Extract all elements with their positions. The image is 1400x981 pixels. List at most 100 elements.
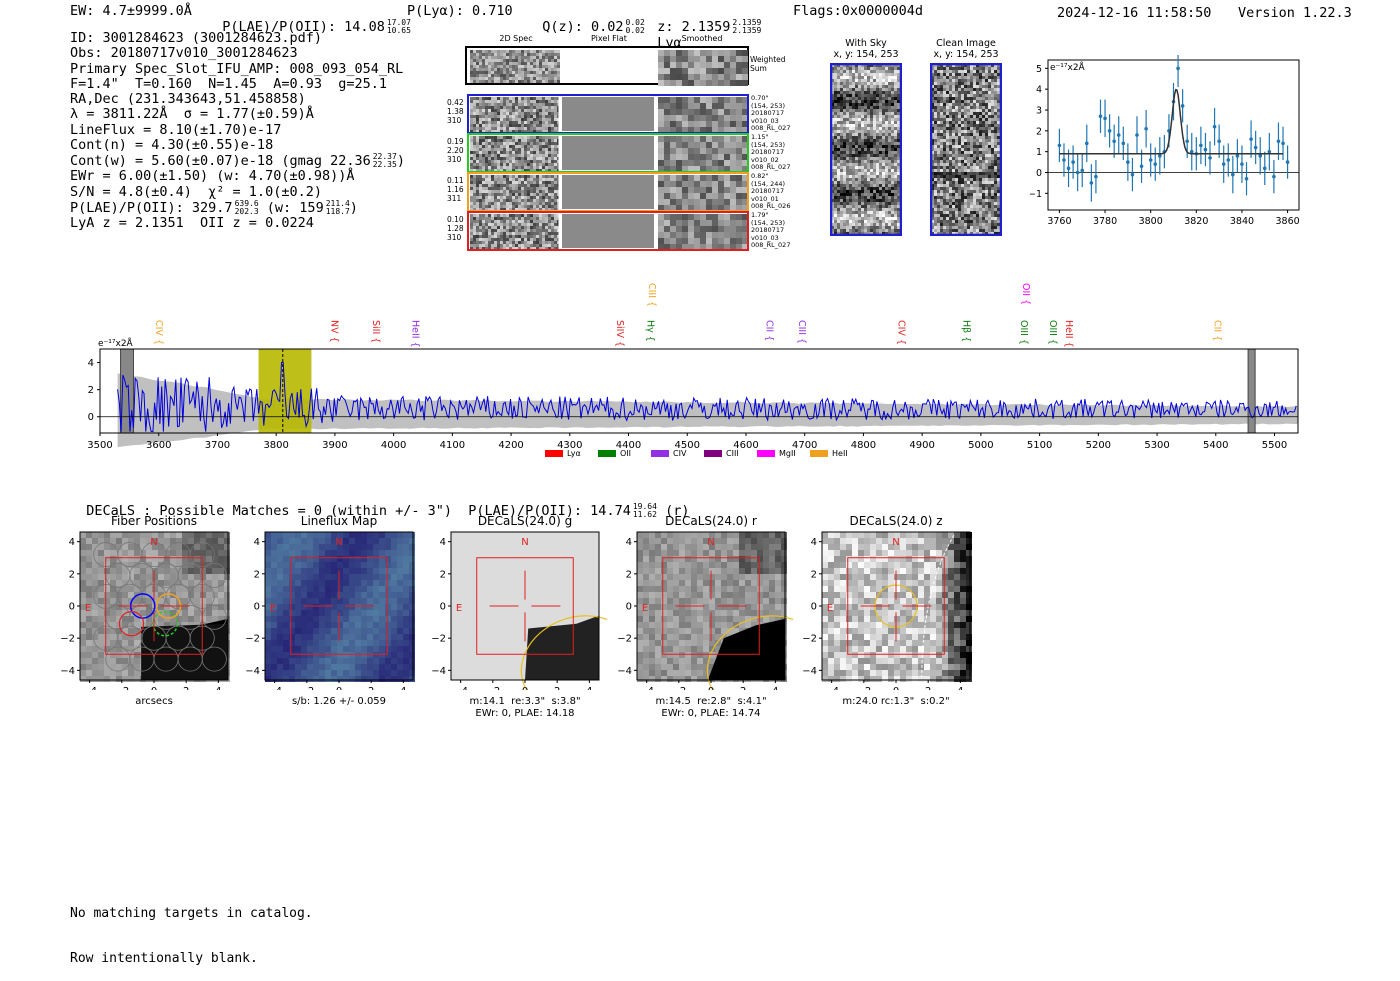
spectrum-x-tick: 3900 <box>322 440 347 451</box>
zoom-data-point <box>1226 158 1230 162</box>
clean-image-xy: x, y: 154, 253 <box>925 49 1007 60</box>
north-label: N <box>521 537 528 548</box>
header-flags: Flags:0x0000004d <box>793 3 923 19</box>
zoom-data-point <box>1176 67 1180 71</box>
north-label: N <box>150 537 157 548</box>
panel-y-tick: −4 <box>802 666 817 677</box>
spectrum-x-tick: 5000 <box>968 440 993 451</box>
info-id: ID: 3001284623 (3001284623.pdf) <box>70 31 405 46</box>
spectrum-x-tick: 3600 <box>146 440 171 451</box>
line-marker-cii: CII { <box>1212 320 1223 341</box>
panel-y-tick: −2 <box>802 634 817 645</box>
zoom-y-tick: 1 <box>1036 147 1042 158</box>
panel-x-tick: 0 <box>893 686 899 690</box>
spectrum-unit-label: e⁻¹⁷x2Å <box>98 337 134 349</box>
cutout-row-right-3: 0.82" (154, 244) 20180717 v010_01 008_RL… <box>751 173 790 211</box>
panel-x-tick: −2 <box>299 686 314 690</box>
zoom-y-tick: −1 <box>1030 189 1042 200</box>
spectrum-x-tick: 5500 <box>1262 440 1287 451</box>
line-marker-nv: NV { <box>328 320 339 343</box>
with-sky-image <box>830 63 902 236</box>
zoom-data-point <box>1076 171 1080 175</box>
zoom-data-point <box>1108 129 1112 133</box>
cutout-row-2 <box>468 134 748 172</box>
panel-x-tick: 2 <box>183 686 189 690</box>
panel-x-tick: −2 <box>485 686 500 690</box>
panel-caption-1: arcsecs <box>80 696 228 708</box>
cutout-row-left-2: 0.19 2.20 310 <box>447 137 464 164</box>
line-marker-oiii: OIII { <box>1018 320 1029 345</box>
info-plae2-close: ) <box>350 200 358 216</box>
zoom-data-point <box>1080 169 1084 173</box>
legend-label: MgII <box>779 449 796 458</box>
panel-y-tick: 4 <box>440 537 446 548</box>
zoom-data-point <box>1258 154 1262 158</box>
panel-y-tick: 4 <box>626 537 632 548</box>
cutout-grid <box>464 45 752 255</box>
line-marker-cii: CII { <box>764 320 775 341</box>
panel-x-tick: −4 <box>267 686 282 690</box>
panel-x-tick: 0 <box>336 686 342 690</box>
zoom-data-point <box>1213 125 1217 129</box>
zoom-x-tick: 3760 <box>1047 216 1071 227</box>
legend-label: Lyα <box>567 449 581 458</box>
panel-caption-2: s/b: 1.26 +/- 0.059 <box>265 696 413 708</box>
legend-swatch <box>757 450 775 457</box>
zoom-data-point <box>1085 142 1089 146</box>
footer-line1: No matching targets in catalog. <box>70 906 313 921</box>
panel-title-2: Lineflux Map <box>265 514 413 528</box>
footer: No matching targets in catalog. Row inte… <box>70 876 313 981</box>
cutout-row-right-2: 1.15" (154, 253) 20180717 v010_02 008_RL… <box>751 134 790 172</box>
spectrum-x-tick: 4100 <box>440 440 465 451</box>
north-label: N <box>707 537 714 548</box>
line-marker-siiv: SiIV { <box>614 320 625 347</box>
spectrum-x-tick: 4000 <box>381 440 406 451</box>
panel-y-tick: 4 <box>811 537 817 548</box>
spectrum-x-tick: 5300 <box>1144 440 1169 451</box>
col-pixel-flat: Pixel Flat <box>563 34 655 43</box>
panel-y-tick: 2 <box>811 569 817 580</box>
header-qz-value: Q(z): 0.02 <box>542 19 623 35</box>
zoom-data-point <box>1112 139 1116 143</box>
zoom-data-point <box>1090 181 1094 185</box>
zoom-data-point <box>1058 144 1062 148</box>
spectrum-x-tick: 4200 <box>498 440 523 451</box>
zoom-data-point <box>1204 148 1208 152</box>
clean-image-label: Clean Image <box>925 38 1007 49</box>
north-label: N <box>335 537 342 548</box>
info-gmag-lo: 22.35 <box>373 160 397 169</box>
header-plya: P(Lyα): 0.710 <box>407 3 513 19</box>
line-marker-hβ: Hβ { <box>960 320 971 342</box>
with-sky-label: With Sky <box>830 38 902 49</box>
header-z-value: z: 2.1359 <box>657 19 730 35</box>
zoom-y-tick: 4 <box>1036 85 1042 96</box>
info-lyaz: LyA z = 2.1351 OII z = 0.0224 <box>70 216 405 231</box>
panel-y-tick: 0 <box>811 602 817 613</box>
spectrum-masked-band <box>1248 349 1255 433</box>
zoom-data-point <box>1236 154 1240 158</box>
cutout-row-left-4: 0.10 1.28 310 <box>447 215 464 242</box>
zoom-data-point <box>1071 160 1075 164</box>
info-plae2-w: (w: 159 <box>267 200 324 216</box>
info-contw-close: ) <box>397 153 405 169</box>
panel-x-tick: 2 <box>740 686 746 690</box>
zoom-y-tick: 0 <box>1036 168 1042 179</box>
zoom-data-point <box>1062 158 1066 162</box>
cutout-row-right-4: 1.79" (154, 253) 20180717 v010_03 008_RL… <box>751 212 790 250</box>
zoom-data-point <box>1281 142 1285 146</box>
panel-x-tick: −2 <box>114 686 129 690</box>
info-ewr: EWr = 6.00(±1.50) (w: 4.70(±0.98))Å <box>70 169 405 184</box>
zoom-data-point <box>1126 160 1130 164</box>
zoom-data-point <box>1217 139 1221 143</box>
legend-label: HeII <box>832 449 848 458</box>
panel-title-4: DECaLS(24.0) r <box>637 514 785 528</box>
zoom-data-point <box>1181 104 1185 108</box>
zoom-data-point <box>1140 164 1144 168</box>
east-label: E <box>85 603 91 614</box>
header-ew: EW: 4.7±9999.0Å <box>70 3 192 19</box>
zoom-x-tick: 3840 <box>1230 216 1254 227</box>
cutout-row-4 <box>468 212 748 250</box>
panel-x-tick: 4 <box>586 686 592 690</box>
